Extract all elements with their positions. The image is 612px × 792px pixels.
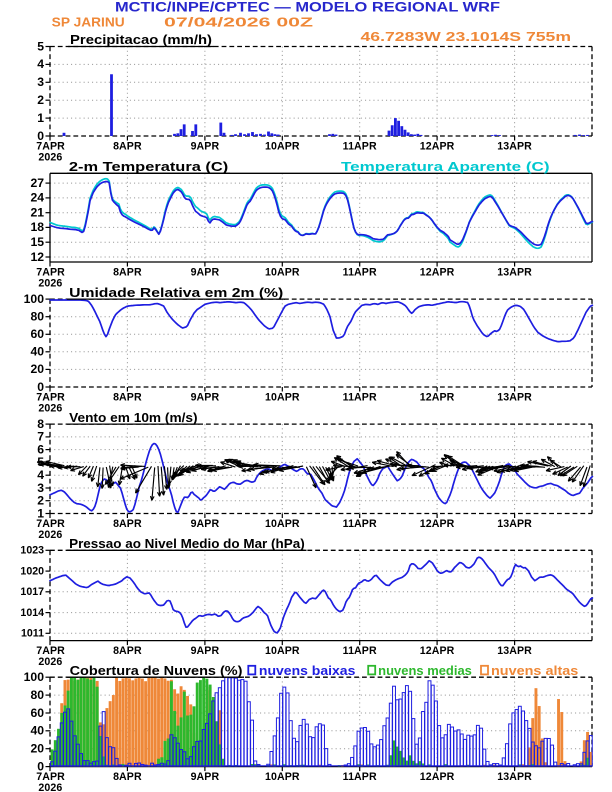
svg-text:21: 21: [30, 206, 44, 220]
svg-text:7APR: 7APR: [36, 645, 65, 657]
svg-text:2026: 2026: [38, 782, 62, 792]
svg-text:10APR: 10APR: [265, 518, 300, 530]
svg-text:07/04/2026 00Z: 07/04/2026 00Z: [164, 14, 313, 29]
svg-text:46.7283W 23.1014S 755m: 46.7283W 23.1014S 755m: [361, 29, 572, 44]
svg-text:1017: 1017: [20, 586, 44, 598]
svg-text:8APR: 8APR: [113, 645, 142, 657]
svg-text:13APR: 13APR: [497, 645, 532, 657]
svg-text:Pressao ao Nivel Medio do Mar: Pressao ao Nivel Medio do Mar (hPa): [69, 537, 305, 551]
svg-text:3: 3: [37, 481, 44, 495]
svg-text:Cobertura de Nuvens (%): Cobertura de Nuvens (%): [70, 664, 243, 678]
svg-text:9APR: 9APR: [191, 392, 220, 404]
svg-text:40: 40: [30, 345, 44, 359]
svg-text:7APR: 7APR: [36, 518, 65, 530]
svg-text:11APR: 11APR: [343, 518, 377, 530]
svg-text:Vento em 10m (m/s): Vento em 10m (m/s): [69, 411, 198, 425]
svg-text:13APR: 13APR: [497, 141, 532, 153]
svg-text:12APR: 12APR: [420, 771, 455, 783]
svg-text:3: 3: [37, 75, 44, 89]
svg-text:nuvens baixas: nuvens baixas: [259, 664, 356, 678]
svg-text:40: 40: [30, 724, 44, 738]
svg-text:1011: 1011: [21, 628, 44, 640]
svg-text:11APR: 11APR: [343, 645, 377, 657]
svg-text:12APR: 12APR: [420, 141, 455, 153]
svg-text:12: 12: [30, 250, 44, 264]
svg-text:13APR: 13APR: [497, 518, 532, 530]
svg-text:13APR: 13APR: [497, 267, 532, 279]
svg-text:Umidade Relativa em 2m (%): Umidade Relativa em 2m (%): [69, 286, 283, 300]
svg-text:24: 24: [30, 191, 44, 205]
svg-text:Temperatura Aparente (C): Temperatura Aparente (C): [341, 160, 550, 174]
svg-text:1014: 1014: [20, 607, 44, 619]
svg-text:0: 0: [37, 759, 44, 773]
svg-text:12APR: 12APR: [420, 267, 455, 279]
svg-text:27: 27: [30, 176, 44, 190]
svg-text:nuvens medias: nuvens medias: [378, 664, 472, 678]
svg-text:1023: 1023: [20, 545, 44, 557]
svg-text:13APR: 13APR: [497, 392, 532, 404]
svg-text:8APR: 8APR: [113, 267, 142, 279]
svg-text:12APR: 12APR: [420, 645, 455, 657]
svg-text:20: 20: [30, 742, 44, 756]
svg-text:100: 100: [24, 670, 45, 684]
svg-text:9APR: 9APR: [191, 267, 220, 279]
svg-text:11APR: 11APR: [343, 392, 377, 404]
svg-text:7APR: 7APR: [36, 141, 65, 153]
svg-text:SP JARINU: SP JARINU: [52, 14, 125, 29]
svg-text:10APR: 10APR: [265, 141, 300, 153]
svg-text:100: 100: [24, 292, 45, 306]
svg-text:MCTIC/INPE/CPTEC — MODELO REGI: MCTIC/INPE/CPTEC — MODELO REGIONAL WRF: [115, 0, 500, 15]
svg-text:8APR: 8APR: [113, 518, 142, 530]
svg-text:7APR: 7APR: [36, 267, 65, 279]
svg-text:60: 60: [30, 706, 44, 720]
svg-text:8APR: 8APR: [113, 771, 142, 783]
svg-text:8APR: 8APR: [113, 141, 142, 153]
svg-text:2026: 2026: [38, 529, 62, 541]
svg-text:9APR: 9APR: [191, 645, 220, 657]
svg-text:20: 20: [30, 362, 44, 376]
svg-text:2026: 2026: [38, 152, 62, 164]
svg-text:12APR: 12APR: [420, 392, 455, 404]
svg-text:11APR: 11APR: [343, 141, 377, 153]
svg-text:13APR: 13APR: [497, 771, 532, 783]
svg-text:80: 80: [30, 688, 44, 702]
svg-text:2: 2: [37, 93, 44, 107]
svg-text:9APR: 9APR: [191, 518, 220, 530]
svg-text:80: 80: [30, 310, 44, 324]
svg-text:4: 4: [37, 57, 44, 71]
svg-text:2026: 2026: [38, 403, 62, 415]
svg-text:nuvens altas: nuvens altas: [491, 664, 578, 678]
svg-text:18: 18: [30, 220, 44, 234]
svg-text:9APR: 9APR: [191, 141, 220, 153]
svg-text:8APR: 8APR: [113, 392, 142, 404]
svg-text:0: 0: [37, 380, 44, 394]
svg-text:8: 8: [37, 417, 44, 431]
svg-text:6: 6: [37, 442, 44, 456]
svg-text:60: 60: [30, 327, 44, 341]
svg-text:11APR: 11APR: [343, 267, 377, 279]
svg-text:7: 7: [37, 430, 44, 444]
svg-text:1: 1: [37, 506, 44, 520]
svg-text:5: 5: [37, 39, 44, 53]
svg-text:1: 1: [37, 111, 44, 125]
svg-text:1020: 1020: [20, 566, 44, 578]
svg-text:10APR: 10APR: [265, 645, 300, 657]
svg-text:2: 2: [37, 494, 44, 508]
svg-text:Precipitacao (mm/h): Precipitacao (mm/h): [70, 33, 212, 47]
svg-text:11APR: 11APR: [343, 771, 377, 783]
svg-text:7APR: 7APR: [36, 771, 65, 783]
svg-text:12APR: 12APR: [420, 518, 455, 530]
svg-text:10APR: 10APR: [265, 771, 300, 783]
svg-text:2026: 2026: [38, 656, 62, 668]
svg-text:9APR: 9APR: [191, 771, 220, 783]
svg-text:15: 15: [30, 235, 44, 249]
svg-text:2026: 2026: [38, 278, 62, 290]
svg-text:10APR: 10APR: [265, 392, 300, 404]
svg-text:10APR: 10APR: [265, 267, 300, 279]
svg-text:7APR: 7APR: [36, 392, 65, 404]
svg-text:2-m Temperatura (C): 2-m Temperatura (C): [69, 160, 228, 174]
svg-text:4: 4: [37, 468, 44, 482]
svg-text:0: 0: [37, 129, 44, 143]
